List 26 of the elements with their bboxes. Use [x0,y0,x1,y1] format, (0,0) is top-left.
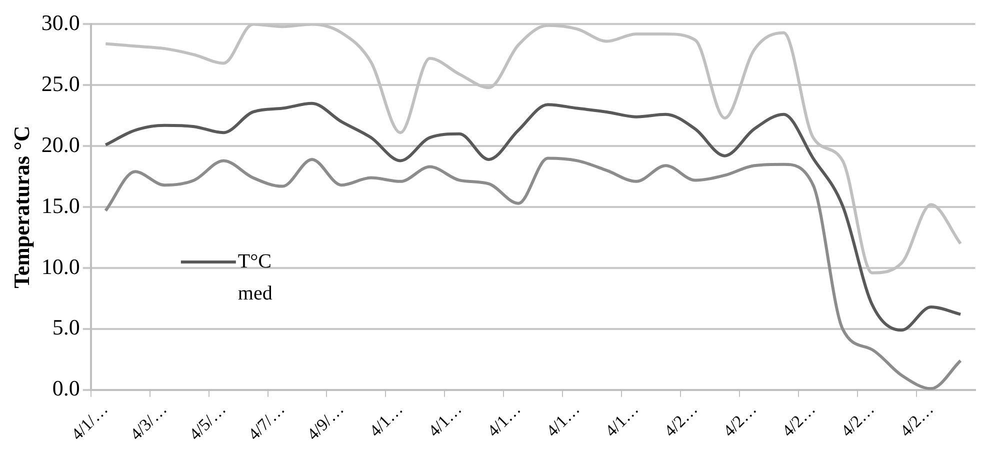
y-axis-title: Temperaturas °C [8,126,34,288]
x-tick-label: 4/2… [660,400,702,440]
x-tick-label: 4/7/… [244,400,289,444]
x-tick-label: 4/2… [778,400,820,440]
y-tick-label: 5.0 [52,314,80,340]
y-tick-label: 25.0 [41,70,80,96]
y-tick-label: 20.0 [41,132,80,157]
x-tick-label: 4/9/… [303,400,348,444]
x-tick-label: 4/1… [424,400,466,440]
x-tick-label: 4/1… [484,400,524,440]
x-tick-label: 4/5/… [185,400,230,444]
y-tick-label: 15.0 [41,192,80,218]
x-tick-label: 4/1… [366,400,406,440]
x-tick-label: 4/3/… [126,400,171,444]
x-tick-label: 4/2… [837,400,878,440]
line-series [104,156,962,390]
y-tick-label: 10.0 [41,254,80,279]
x-tick-label: 4/1… [542,400,584,440]
y-tick-label: 0.0 [52,376,80,401]
x-tick-label: 4/1… [601,400,642,440]
y-tick-label: 30.0 [41,10,80,35]
x-tick-label: 4/2… [896,400,938,440]
x-tick-label: 4/2… [719,400,760,440]
x-tick-label: 4/1/… [67,400,112,444]
line-series [104,102,962,332]
legend-label: T°C med [238,250,272,304]
